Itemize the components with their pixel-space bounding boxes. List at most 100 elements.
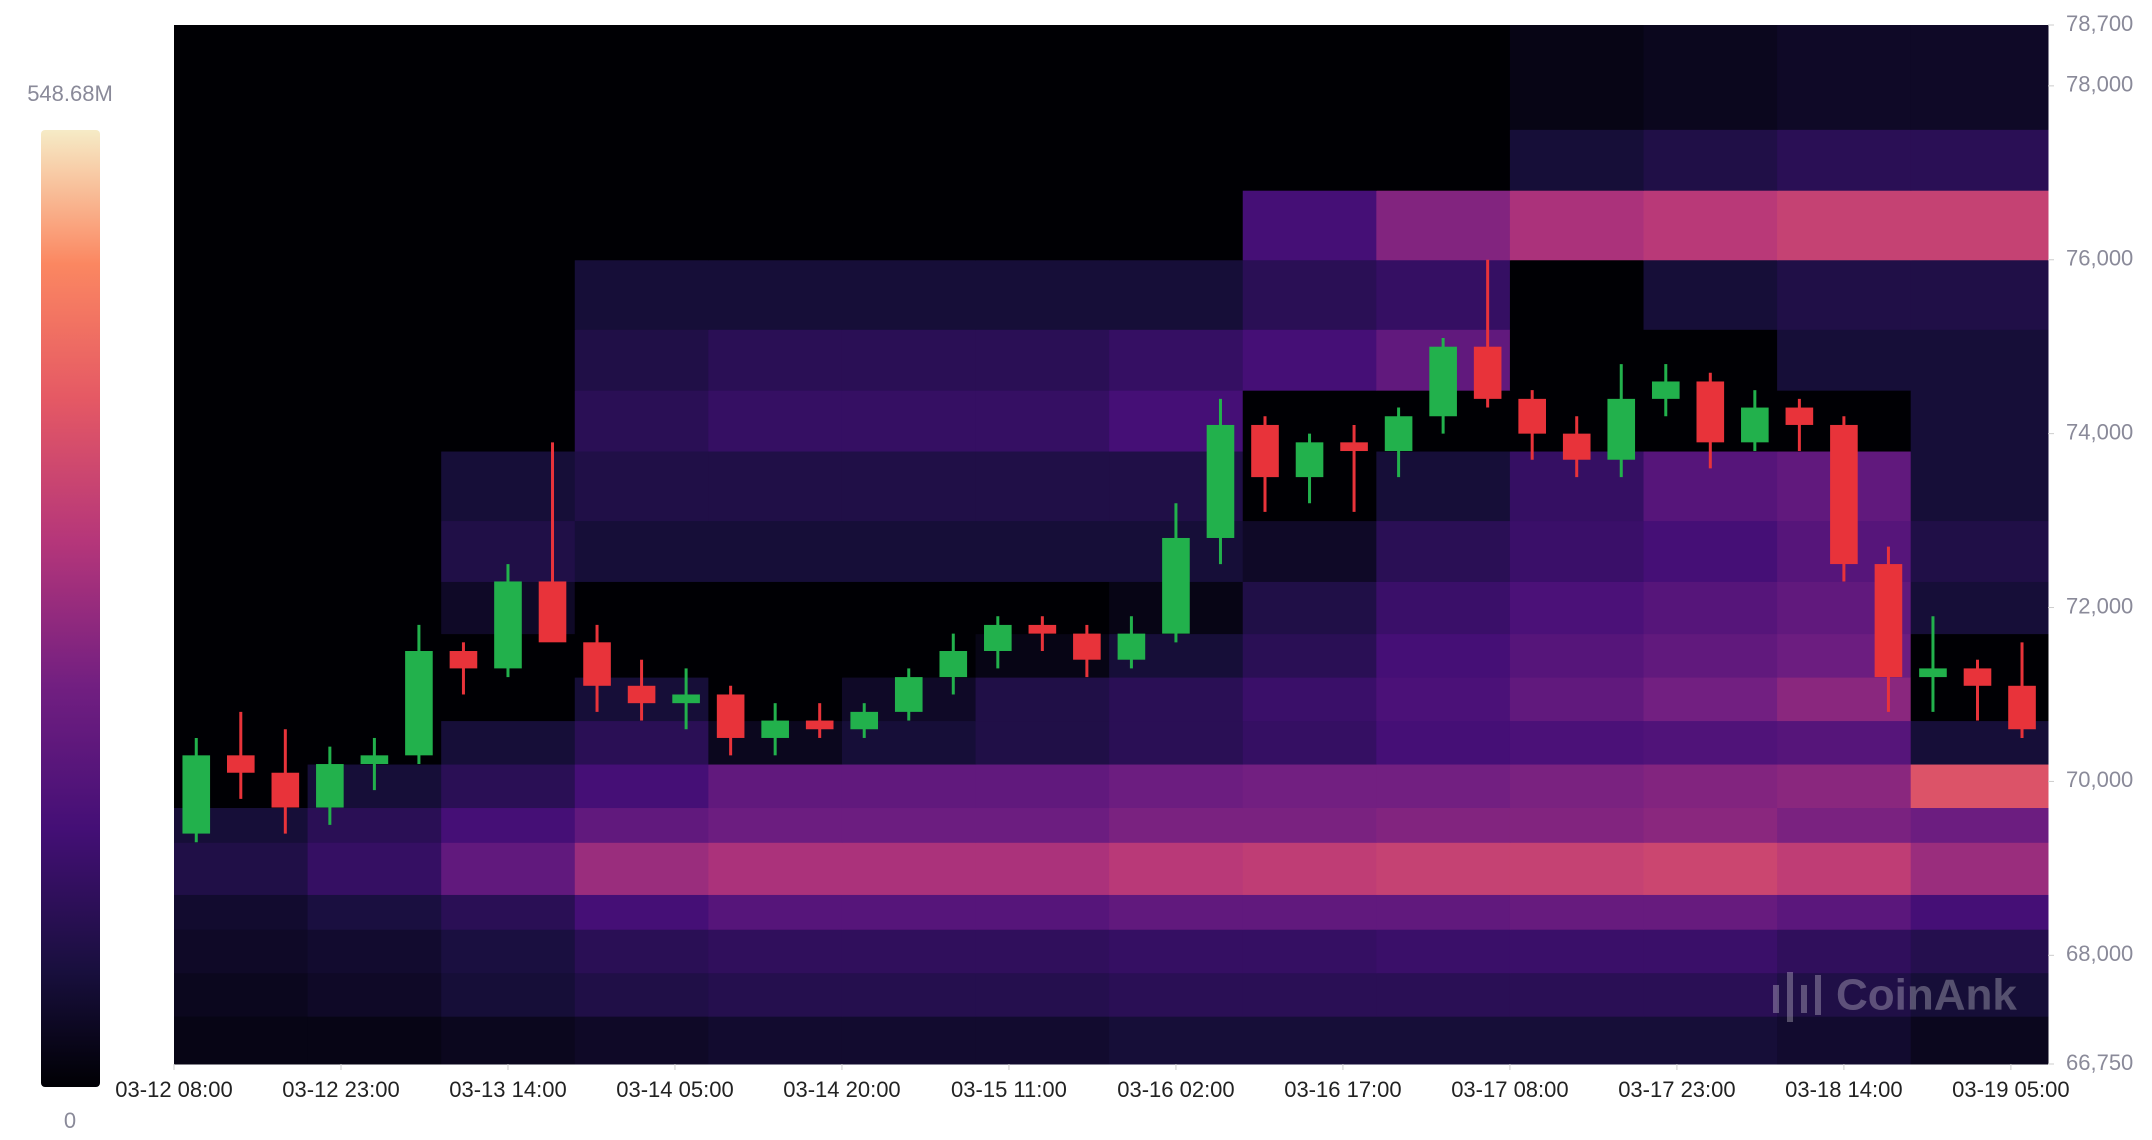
heat-cell	[1242, 720, 1377, 765]
candle-body	[360, 755, 389, 765]
candle-body	[1117, 633, 1146, 660]
heat-cell	[708, 1016, 843, 1065]
heat-cell	[441, 390, 576, 452]
colorbar-label: 548.68M	[27, 81, 113, 106]
heat-cell	[1910, 581, 2049, 635]
heat-cell	[975, 677, 1110, 722]
heat-cell	[1242, 807, 1377, 843]
heatmap	[174, 25, 2049, 1065]
heat-cell	[1242, 633, 1377, 678]
heat-cell	[1509, 129, 1645, 191]
heat-cell	[574, 329, 709, 391]
heat-cell	[1910, 929, 2049, 974]
candle-body	[1607, 398, 1636, 460]
heat-cell	[708, 520, 843, 582]
heat-cell	[1242, 894, 1377, 930]
heat-cell	[1109, 807, 1244, 843]
heat-cell	[1242, 972, 1377, 1017]
heat-cell	[975, 259, 1110, 330]
x-tick-label: 03-14 05:00	[616, 1077, 733, 1102]
heat-cell	[1109, 190, 1244, 261]
heat-cell	[1376, 929, 1511, 974]
heat-cell	[1777, 807, 1912, 843]
heat-cell	[975, 807, 1110, 843]
heat-cell	[975, 842, 1110, 895]
candle-body	[1206, 424, 1235, 538]
heat-cell	[1910, 1016, 2049, 1065]
candle-body	[1830, 424, 1858, 565]
heat-cell	[841, 972, 977, 1017]
heat-cell	[1109, 259, 1244, 330]
heat-cell	[1242, 520, 1377, 582]
heat-cell	[708, 929, 843, 974]
x-tick-label: 03-14 20:00	[783, 1077, 900, 1102]
heat-cell	[307, 520, 442, 582]
heat-cell	[1643, 677, 1778, 722]
heat-cell	[307, 929, 442, 974]
heat-cell	[1643, 894, 1778, 930]
heat-cell	[975, 520, 1110, 582]
heat-cell	[174, 390, 309, 452]
heat-cell	[574, 190, 709, 261]
candle-body	[494, 581, 522, 669]
heat-cell	[841, 451, 977, 522]
heat-cell	[841, 259, 977, 330]
heat-cell	[1376, 972, 1511, 1017]
heat-cell	[174, 25, 309, 130]
heat-cell	[441, 259, 576, 330]
x-tick-label: 03-17 23:00	[1618, 1077, 1735, 1102]
heat-cell	[1643, 972, 1778, 1017]
heat-cell	[1109, 25, 1244, 130]
heat-cell	[1509, 190, 1645, 261]
heat-cell	[1910, 807, 2049, 843]
candle-body	[1429, 346, 1457, 417]
heat-cell	[841, 807, 977, 843]
heat-cell	[1509, 720, 1645, 765]
heat-cell	[441, 677, 576, 722]
heat-cell	[975, 929, 1110, 974]
heat-cell	[1777, 972, 1912, 1017]
heat-cell	[975, 972, 1110, 1017]
x-tick-label: 03-18 14:00	[1785, 1077, 1902, 1102]
heat-cell	[1376, 677, 1511, 722]
candle-body	[761, 720, 789, 738]
heat-cell	[1376, 633, 1511, 678]
x-tick-label: 03-12 23:00	[282, 1077, 399, 1102]
heat-cell	[1509, 25, 1645, 130]
heat-cell	[574, 129, 709, 191]
heat-cell	[1509, 894, 1645, 930]
candle-body	[1874, 564, 1903, 678]
heat-cell	[1777, 129, 1912, 191]
heat-cell	[1376, 807, 1511, 843]
heat-cell	[1910, 259, 2049, 330]
heat-cell	[1910, 972, 2049, 1017]
candle-body	[1251, 424, 1279, 478]
y-tick-label: 74,000	[2066, 419, 2133, 444]
candle-body	[1295, 442, 1324, 478]
heat-cell	[574, 25, 709, 130]
heat-cell	[1242, 929, 1377, 974]
candle-body	[226, 755, 255, 773]
heat-cell	[841, 894, 977, 930]
heat-cell	[841, 129, 977, 191]
heat-cell	[1242, 25, 1377, 130]
heat-cell	[841, 1016, 977, 1065]
x-tick-label: 03-15 11:00	[951, 1077, 1067, 1102]
heat-cell	[1910, 842, 2049, 895]
candle-body	[1741, 407, 1769, 443]
x-tick-label: 03-13 14:00	[449, 1077, 566, 1102]
axes: 66,750 68,000 70,000 72,000 74,000 76,000 78,0…	[115, 11, 2133, 1102]
heat-cell	[708, 764, 843, 809]
heat-cell	[174, 129, 309, 191]
y-tick-label: 76,000	[2066, 246, 2133, 271]
candle-body	[1919, 668, 1947, 678]
heat-cell	[1109, 929, 1244, 974]
heat-cell	[174, 894, 309, 930]
heat-cell	[574, 520, 709, 582]
heat-cell	[708, 259, 843, 330]
x-tick-label: 03-17 08:00	[1451, 1077, 1568, 1102]
candle-body	[316, 764, 344, 808]
heat-cell	[841, 581, 977, 635]
candle-body	[1162, 537, 1190, 634]
heat-cell	[307, 807, 442, 843]
